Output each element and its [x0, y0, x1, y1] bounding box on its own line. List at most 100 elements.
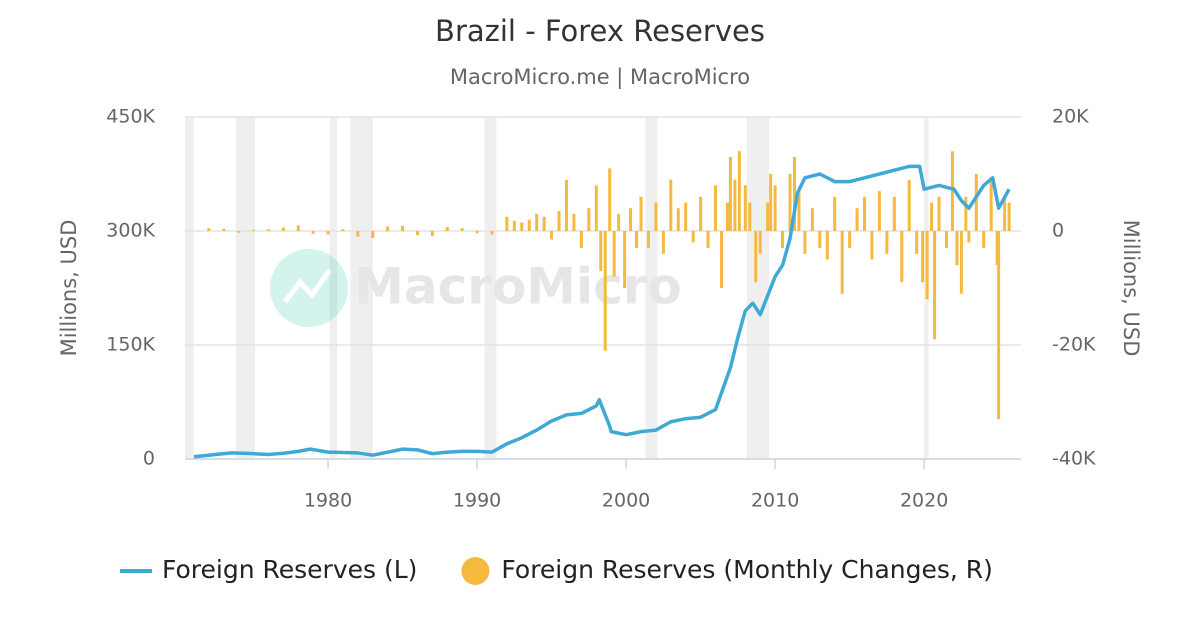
bar: [840, 231, 844, 294]
bar: [401, 225, 405, 231]
y2-tick-label: -20K: [1052, 334, 1096, 356]
bar: [933, 231, 937, 340]
bar: [237, 231, 241, 233]
bar: [997, 231, 1001, 420]
bar: [706, 231, 710, 249]
bar: [281, 227, 285, 231]
bar: [989, 179, 993, 231]
bar: [915, 231, 919, 254]
bar: [719, 231, 723, 288]
bar: [222, 228, 226, 231]
bar: [207, 228, 211, 231]
bar: [505, 216, 509, 231]
bar: [669, 179, 673, 231]
bar: [733, 179, 737, 231]
bar: [818, 231, 822, 249]
bar: [527, 219, 531, 231]
bar: [921, 231, 925, 283]
bar: [599, 231, 603, 271]
bar: [885, 231, 889, 254]
bar: [608, 168, 612, 231]
bar: [944, 231, 948, 249]
x-tick-label: 2020: [900, 490, 948, 512]
bar: [612, 231, 616, 277]
shaded-period: [329, 117, 337, 459]
bar: [572, 213, 576, 231]
y-tick-label: 450K: [106, 106, 155, 128]
chart-title: Brazil - Forex Reserves: [435, 14, 765, 48]
bar: [797, 191, 801, 231]
bar: [415, 231, 419, 235]
bar: [848, 231, 852, 249]
bar: [684, 202, 688, 231]
bar: [955, 231, 959, 266]
bar: [542, 216, 546, 231]
bar: [386, 226, 390, 231]
bar: [766, 202, 770, 231]
x-tick-label: 1990: [453, 490, 501, 512]
bar: [623, 231, 627, 288]
bar: [810, 208, 814, 231]
bar: [930, 202, 934, 231]
bar: [603, 231, 607, 351]
bar: [1003, 196, 1007, 231]
chart-subtitle: MacroMicro.me | MacroMicro: [450, 65, 750, 90]
bar: [341, 229, 345, 231]
bar: [907, 179, 911, 231]
watermark-icon: [270, 249, 348, 327]
y2-tick-label: 20K: [1052, 106, 1089, 128]
legend-symbol: [461, 557, 490, 585]
bar: [661, 231, 665, 254]
bar: [430, 231, 434, 237]
bar: [550, 231, 554, 240]
bar: [758, 231, 762, 254]
y-tick-label: 0: [143, 448, 155, 470]
bar: [743, 185, 747, 231]
bar: [676, 208, 680, 231]
bar: [870, 231, 874, 260]
bar: [535, 213, 539, 231]
shaded-period: [350, 117, 373, 459]
bar: [557, 211, 561, 231]
y2-tick-label: 0: [1052, 220, 1064, 242]
bar: [311, 231, 315, 234]
bar: [754, 231, 758, 283]
bar: [855, 208, 859, 231]
bar: [371, 231, 375, 238]
bar: [967, 231, 971, 243]
bar: [950, 151, 954, 231]
bar: [654, 202, 658, 231]
bar: [781, 231, 785, 249]
bar: [925, 231, 929, 300]
bar: [629, 208, 633, 231]
shaded-period: [185, 117, 194, 459]
y-tick-label: 300K: [106, 220, 155, 242]
bar: [974, 174, 978, 231]
bar: [475, 231, 479, 234]
bar: [564, 179, 568, 231]
bar: [639, 196, 643, 231]
bar: [737, 151, 741, 231]
bar: [833, 196, 837, 231]
bar: [877, 191, 881, 231]
bar: [937, 196, 941, 231]
line: [193, 164, 1011, 459]
bar: [445, 227, 449, 231]
bar: [964, 196, 968, 231]
bar: [635, 231, 639, 249]
bar: [748, 202, 752, 231]
bar: [326, 231, 330, 235]
bar: [520, 222, 524, 231]
y-axis-title: Millions, USD: [57, 220, 81, 357]
bar: [646, 231, 650, 249]
bar: [788, 174, 792, 231]
bar: [699, 196, 703, 231]
bar: [594, 185, 598, 231]
bar: [266, 229, 270, 231]
bar: [803, 231, 807, 254]
bar: [460, 228, 464, 231]
x-tick-label: 2010: [751, 490, 799, 512]
bar: [892, 196, 896, 231]
bar: [691, 231, 695, 243]
